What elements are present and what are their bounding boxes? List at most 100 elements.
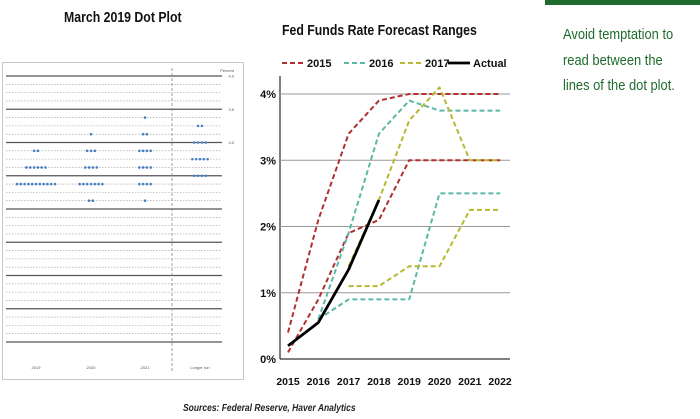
y-tick-label: 2% <box>260 222 276 234</box>
fomc-dot <box>93 182 97 186</box>
dot-plot-chart: Percent 2019 2020 2021 Longer run 3.0 3.5 4.0 <box>2 62 244 380</box>
fomc-dot <box>93 149 97 153</box>
series-2016-upper-line <box>317 99 501 320</box>
legend-label: Actual <box>473 58 507 70</box>
dot-plot-x-label: 2020 <box>87 365 97 370</box>
x-tick-label: 2017 <box>337 376 361 388</box>
dot-plot-frame <box>2 62 244 380</box>
fomc-dot <box>53 182 57 186</box>
fomc-dot <box>23 182 26 186</box>
fomc-dot <box>145 149 149 153</box>
fomc-dot <box>138 166 141 169</box>
fomc-dot <box>196 174 200 178</box>
fomc-dot <box>138 182 141 186</box>
fomc-dot <box>36 166 40 169</box>
fomc-dot <box>141 166 145 169</box>
fomc-dot <box>40 166 43 169</box>
series-2016-lower-line <box>317 192 501 321</box>
percent-axis-header: Percent <box>220 68 235 73</box>
x-tick-label: 2021 <box>458 376 482 388</box>
y-tick-label: 0% <box>260 354 276 366</box>
dot-plot-x-label: 2021 <box>141 365 151 370</box>
fomc-dot <box>200 174 204 178</box>
fomc-dot <box>29 166 32 169</box>
fomc-dot <box>34 182 38 186</box>
fomc-dot <box>141 182 145 186</box>
fomc-dot <box>198 157 202 161</box>
forecast-chart: 0% 1% 2% 3% 4% 2015 2016 2017 2018 2019 2020 2021 20… <box>260 58 512 388</box>
fomc-dot <box>15 182 19 186</box>
accent-bar <box>545 0 700 5</box>
fomc-dot <box>202 157 206 161</box>
y-tick-label: 3% <box>260 155 276 167</box>
fomc-dot <box>30 182 34 186</box>
fomc-dot <box>204 141 207 144</box>
fomc-dot <box>91 199 95 202</box>
dot-plot-y-label: 3.0 <box>228 140 234 145</box>
x-tick-label: 2016 <box>307 376 331 388</box>
fomc-dot <box>194 157 198 161</box>
dot-plot-y-label: 3.5 <box>228 107 234 112</box>
fomc-dot <box>89 132 93 136</box>
fomc-dot <box>49 182 53 186</box>
fomc-dot <box>145 182 149 186</box>
dot-plot-x-label: Longer run <box>190 365 209 370</box>
fomc-dot <box>145 166 149 169</box>
dot-plot-title: March 2019 Dot Plot <box>64 9 182 26</box>
dot-plot-y-label: 4.0 <box>228 74 234 79</box>
fomc-dot <box>87 199 91 202</box>
fomc-dot <box>44 166 47 169</box>
series-2017-upper-line <box>347 86 501 267</box>
fomc-dot <box>89 149 93 153</box>
legend-label: 2017 <box>425 58 449 70</box>
fomc-dot <box>141 149 145 153</box>
fomc-dot <box>200 124 204 128</box>
fomc-dot <box>193 174 196 178</box>
fomc-dot <box>85 182 89 186</box>
fomc-dot <box>95 166 98 169</box>
fomc-dot <box>138 149 141 153</box>
fomc-dot <box>25 166 28 169</box>
y-tick-label: 4% <box>260 89 276 101</box>
fomc-dot <box>27 182 30 186</box>
fomc-dot <box>38 182 42 186</box>
fomc-dot <box>193 141 196 144</box>
fomc-dot <box>143 116 147 119</box>
fomc-dot <box>32 166 36 169</box>
fomc-dot <box>200 141 204 144</box>
fomc-dot <box>84 166 87 169</box>
fomc-dot <box>101 182 104 186</box>
fomc-dot <box>149 166 152 169</box>
series-2015-lower-line <box>287 159 501 353</box>
fomc-dot <box>32 149 36 153</box>
fomc-dot <box>82 182 85 186</box>
fomc-dot <box>204 174 207 178</box>
fomc-dot <box>149 149 152 153</box>
fomc-dot <box>87 166 91 169</box>
fomc-dot <box>19 182 23 186</box>
fomc-dot <box>78 182 81 186</box>
series-2015-upper-line <box>287 93 501 333</box>
fomc-dot <box>206 157 209 161</box>
fomc-dot <box>141 132 145 136</box>
fomc-dot <box>42 182 45 186</box>
y-tick-label: 1% <box>260 288 276 300</box>
side-note: Avoid temptation to read between the lin… <box>563 26 675 94</box>
fomc-dot <box>91 166 95 169</box>
x-tick-label: 2020 <box>428 376 452 388</box>
fomc-dot <box>191 157 194 161</box>
series-2017-lower-line <box>348 208 501 288</box>
fomc-dot <box>97 182 100 186</box>
fomc-dot <box>85 149 89 153</box>
fomc-dot <box>143 199 147 202</box>
legend-label: 2015 <box>307 58 331 70</box>
fomc-dot <box>36 149 40 153</box>
fomc-dot <box>196 124 200 128</box>
fomc-dot <box>46 182 49 186</box>
series-actual-line <box>287 199 381 347</box>
x-tick-label: 2015 <box>276 376 300 388</box>
fomc-dot <box>149 182 152 186</box>
fomc-dot <box>89 182 93 186</box>
fomc-dot <box>196 141 200 144</box>
legend-label: 2016 <box>369 58 393 70</box>
